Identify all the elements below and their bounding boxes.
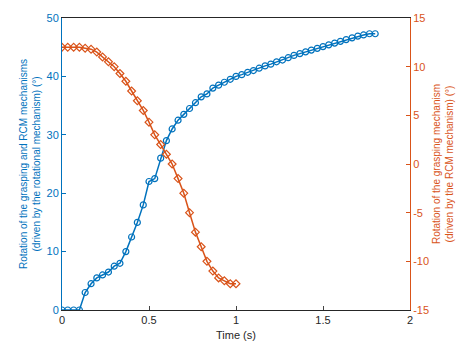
svg-text:1: 1 [233, 314, 239, 326]
svg-text:50: 50 [47, 12, 59, 24]
svg-text:1.5: 1.5 [315, 314, 330, 326]
svg-text:0: 0 [413, 158, 419, 170]
svg-text:40: 40 [47, 70, 59, 82]
svg-text:-5: -5 [413, 207, 423, 219]
svg-text:-10: -10 [413, 255, 429, 267]
svg-text:-15: -15 [413, 304, 429, 316]
svg-text:0: 0 [59, 314, 65, 326]
svg-text:0: 0 [53, 304, 59, 316]
svg-text:0.5: 0.5 [141, 314, 156, 326]
svg-text:10: 10 [47, 245, 59, 257]
svg-text:Time (s): Time (s) [216, 329, 256, 341]
svg-text:20: 20 [47, 187, 59, 199]
svg-text:2: 2 [407, 314, 413, 326]
svg-text:15: 15 [413, 12, 425, 24]
svg-text:Rotation of the grasping and R: Rotation of the grasping and RCM mechani… [18, 59, 42, 269]
svg-text:30: 30 [47, 129, 59, 141]
svg-text:10: 10 [413, 61, 425, 73]
svg-text:Rotation of the grasping mecha: Rotation of the grasping mechanism(drive… [431, 84, 455, 244]
svg-text:5: 5 [413, 109, 419, 121]
